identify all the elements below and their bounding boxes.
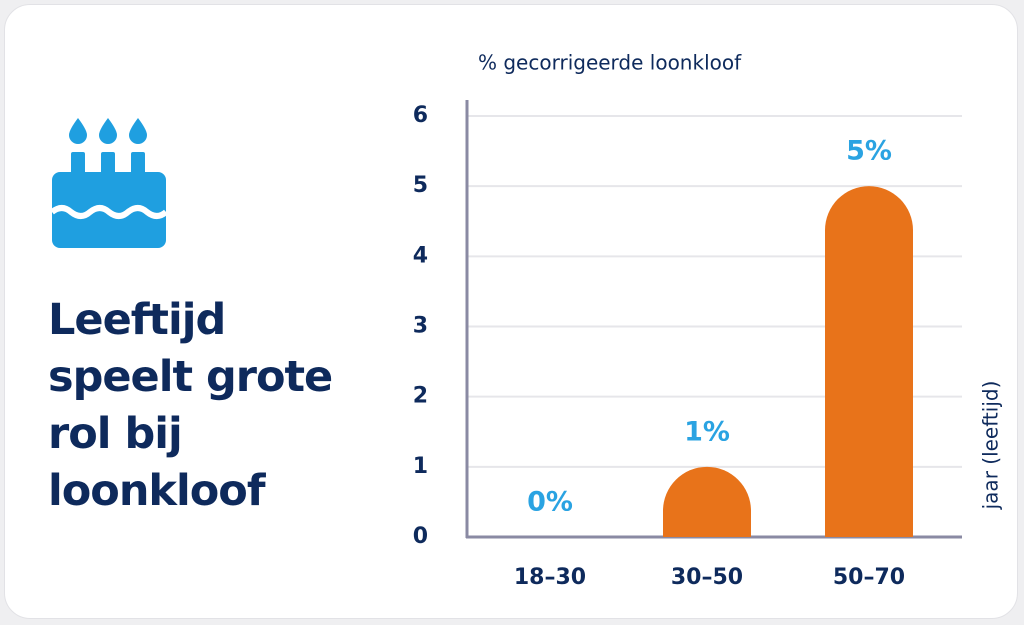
y-tick-label: 5 (413, 173, 428, 198)
y-tick-label: 4 (413, 243, 428, 268)
cake-icon (50, 118, 168, 248)
x-tick-label: 30–50 (671, 565, 743, 590)
title: Leeftijd speelt grote rol bij loonkloof (48, 295, 333, 516)
y-tick-label: 2 (413, 384, 428, 409)
y-tick-label: 0 (413, 524, 428, 549)
x-axis-label: jaar (leeftijd) (979, 381, 1003, 511)
value-label: 5% (846, 136, 892, 167)
bar (663, 466, 751, 537)
bar (825, 186, 913, 537)
x-tick-label: 18–30 (514, 565, 586, 590)
y-tick-label: 3 (413, 314, 428, 339)
value-label: 1% (684, 416, 730, 447)
value-label: 0% (527, 487, 573, 518)
x-tick-label: 50–70 (833, 565, 905, 590)
y-tick-label: 1 (413, 454, 428, 479)
y-axis-label: % gecorrigeerde loonkloof (478, 51, 742, 75)
y-tick-label: 6 (413, 103, 428, 128)
